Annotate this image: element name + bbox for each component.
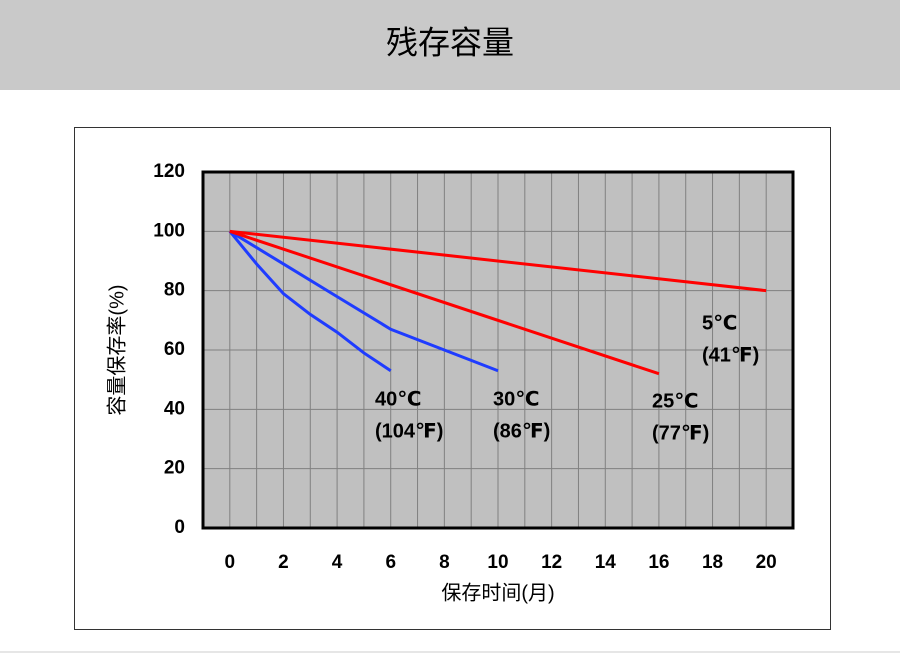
header-title: 残存容量 bbox=[386, 24, 514, 60]
series-line bbox=[229, 230, 499, 373]
plot-border bbox=[201, 170, 795, 530]
x-tick-label: 10 bbox=[487, 552, 508, 573]
x-tick-label: 0 bbox=[225, 552, 236, 573]
y-tick-label: 40 bbox=[164, 398, 185, 419]
series-sublabel: (86℉) bbox=[493, 420, 550, 442]
series-sublabel: (41℉) bbox=[702, 344, 759, 366]
series-line bbox=[228, 230, 392, 373]
y-tick-label: 0 bbox=[174, 517, 185, 538]
series-line bbox=[229, 229, 660, 376]
y-axis-label: 容量保存率(%) bbox=[105, 284, 128, 415]
x-tick-label: 2 bbox=[278, 552, 289, 573]
x-tick-label: 16 bbox=[648, 552, 669, 573]
x-tick-label: 20 bbox=[756, 552, 777, 573]
x-tick-label: 18 bbox=[702, 552, 723, 573]
series-label: 30℃ bbox=[493, 388, 539, 410]
x-tick-label: 4 bbox=[332, 552, 343, 573]
series-label: 25℃ bbox=[652, 390, 698, 412]
y-tick-label: 80 bbox=[164, 280, 185, 301]
series-sublabel: (104℉) bbox=[375, 420, 443, 442]
series-label: 40℃ bbox=[375, 388, 421, 410]
y-tick-label: 120 bbox=[153, 161, 185, 182]
series-sublabel: (77℉) bbox=[652, 422, 709, 444]
series-label: 5℃ bbox=[702, 312, 737, 334]
series-line bbox=[229, 229, 767, 293]
x-axis-label: 保存时间(月) bbox=[441, 581, 554, 604]
y-tick-label: 20 bbox=[164, 458, 185, 479]
x-tick-label: 6 bbox=[385, 552, 396, 573]
x-tick-label: 8 bbox=[439, 552, 450, 573]
y-tick-label: 100 bbox=[153, 220, 185, 241]
x-tick-label: 14 bbox=[595, 552, 617, 573]
y-tick-label: 60 bbox=[164, 339, 185, 360]
x-tick-label: 12 bbox=[541, 552, 562, 573]
header-band bbox=[0, 0, 900, 90]
